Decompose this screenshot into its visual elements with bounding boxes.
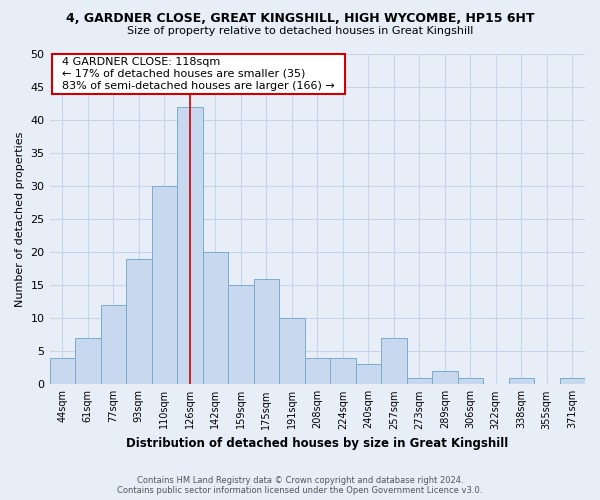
Bar [407,378,432,384]
Bar [381,338,407,384]
Bar [560,378,585,384]
Bar [126,259,152,384]
Bar [50,358,75,384]
Bar [330,358,356,384]
Bar [458,378,483,384]
Bar [279,318,305,384]
Text: Contains HM Land Registry data © Crown copyright and database right 2024.
Contai: Contains HM Land Registry data © Crown c… [118,476,482,495]
Y-axis label: Number of detached properties: Number of detached properties [15,132,25,307]
Bar [228,285,254,384]
X-axis label: Distribution of detached houses by size in Great Kingshill: Distribution of detached houses by size … [126,437,508,450]
Text: 4 GARDNER CLOSE: 118sqm
  ← 17% of detached houses are smaller (35)
  83% of sem: 4 GARDNER CLOSE: 118sqm ← 17% of detache… [55,58,341,90]
Bar [356,364,381,384]
Bar [152,186,177,384]
Bar [305,358,330,384]
Bar [101,305,126,384]
Bar [509,378,534,384]
Bar [75,338,101,384]
Bar [254,278,279,384]
Bar [432,371,458,384]
Text: Size of property relative to detached houses in Great Kingshill: Size of property relative to detached ho… [127,26,473,36]
Text: 4, GARDNER CLOSE, GREAT KINGSHILL, HIGH WYCOMBE, HP15 6HT: 4, GARDNER CLOSE, GREAT KINGSHILL, HIGH … [66,12,534,26]
Bar [203,252,228,384]
Bar [177,107,203,384]
